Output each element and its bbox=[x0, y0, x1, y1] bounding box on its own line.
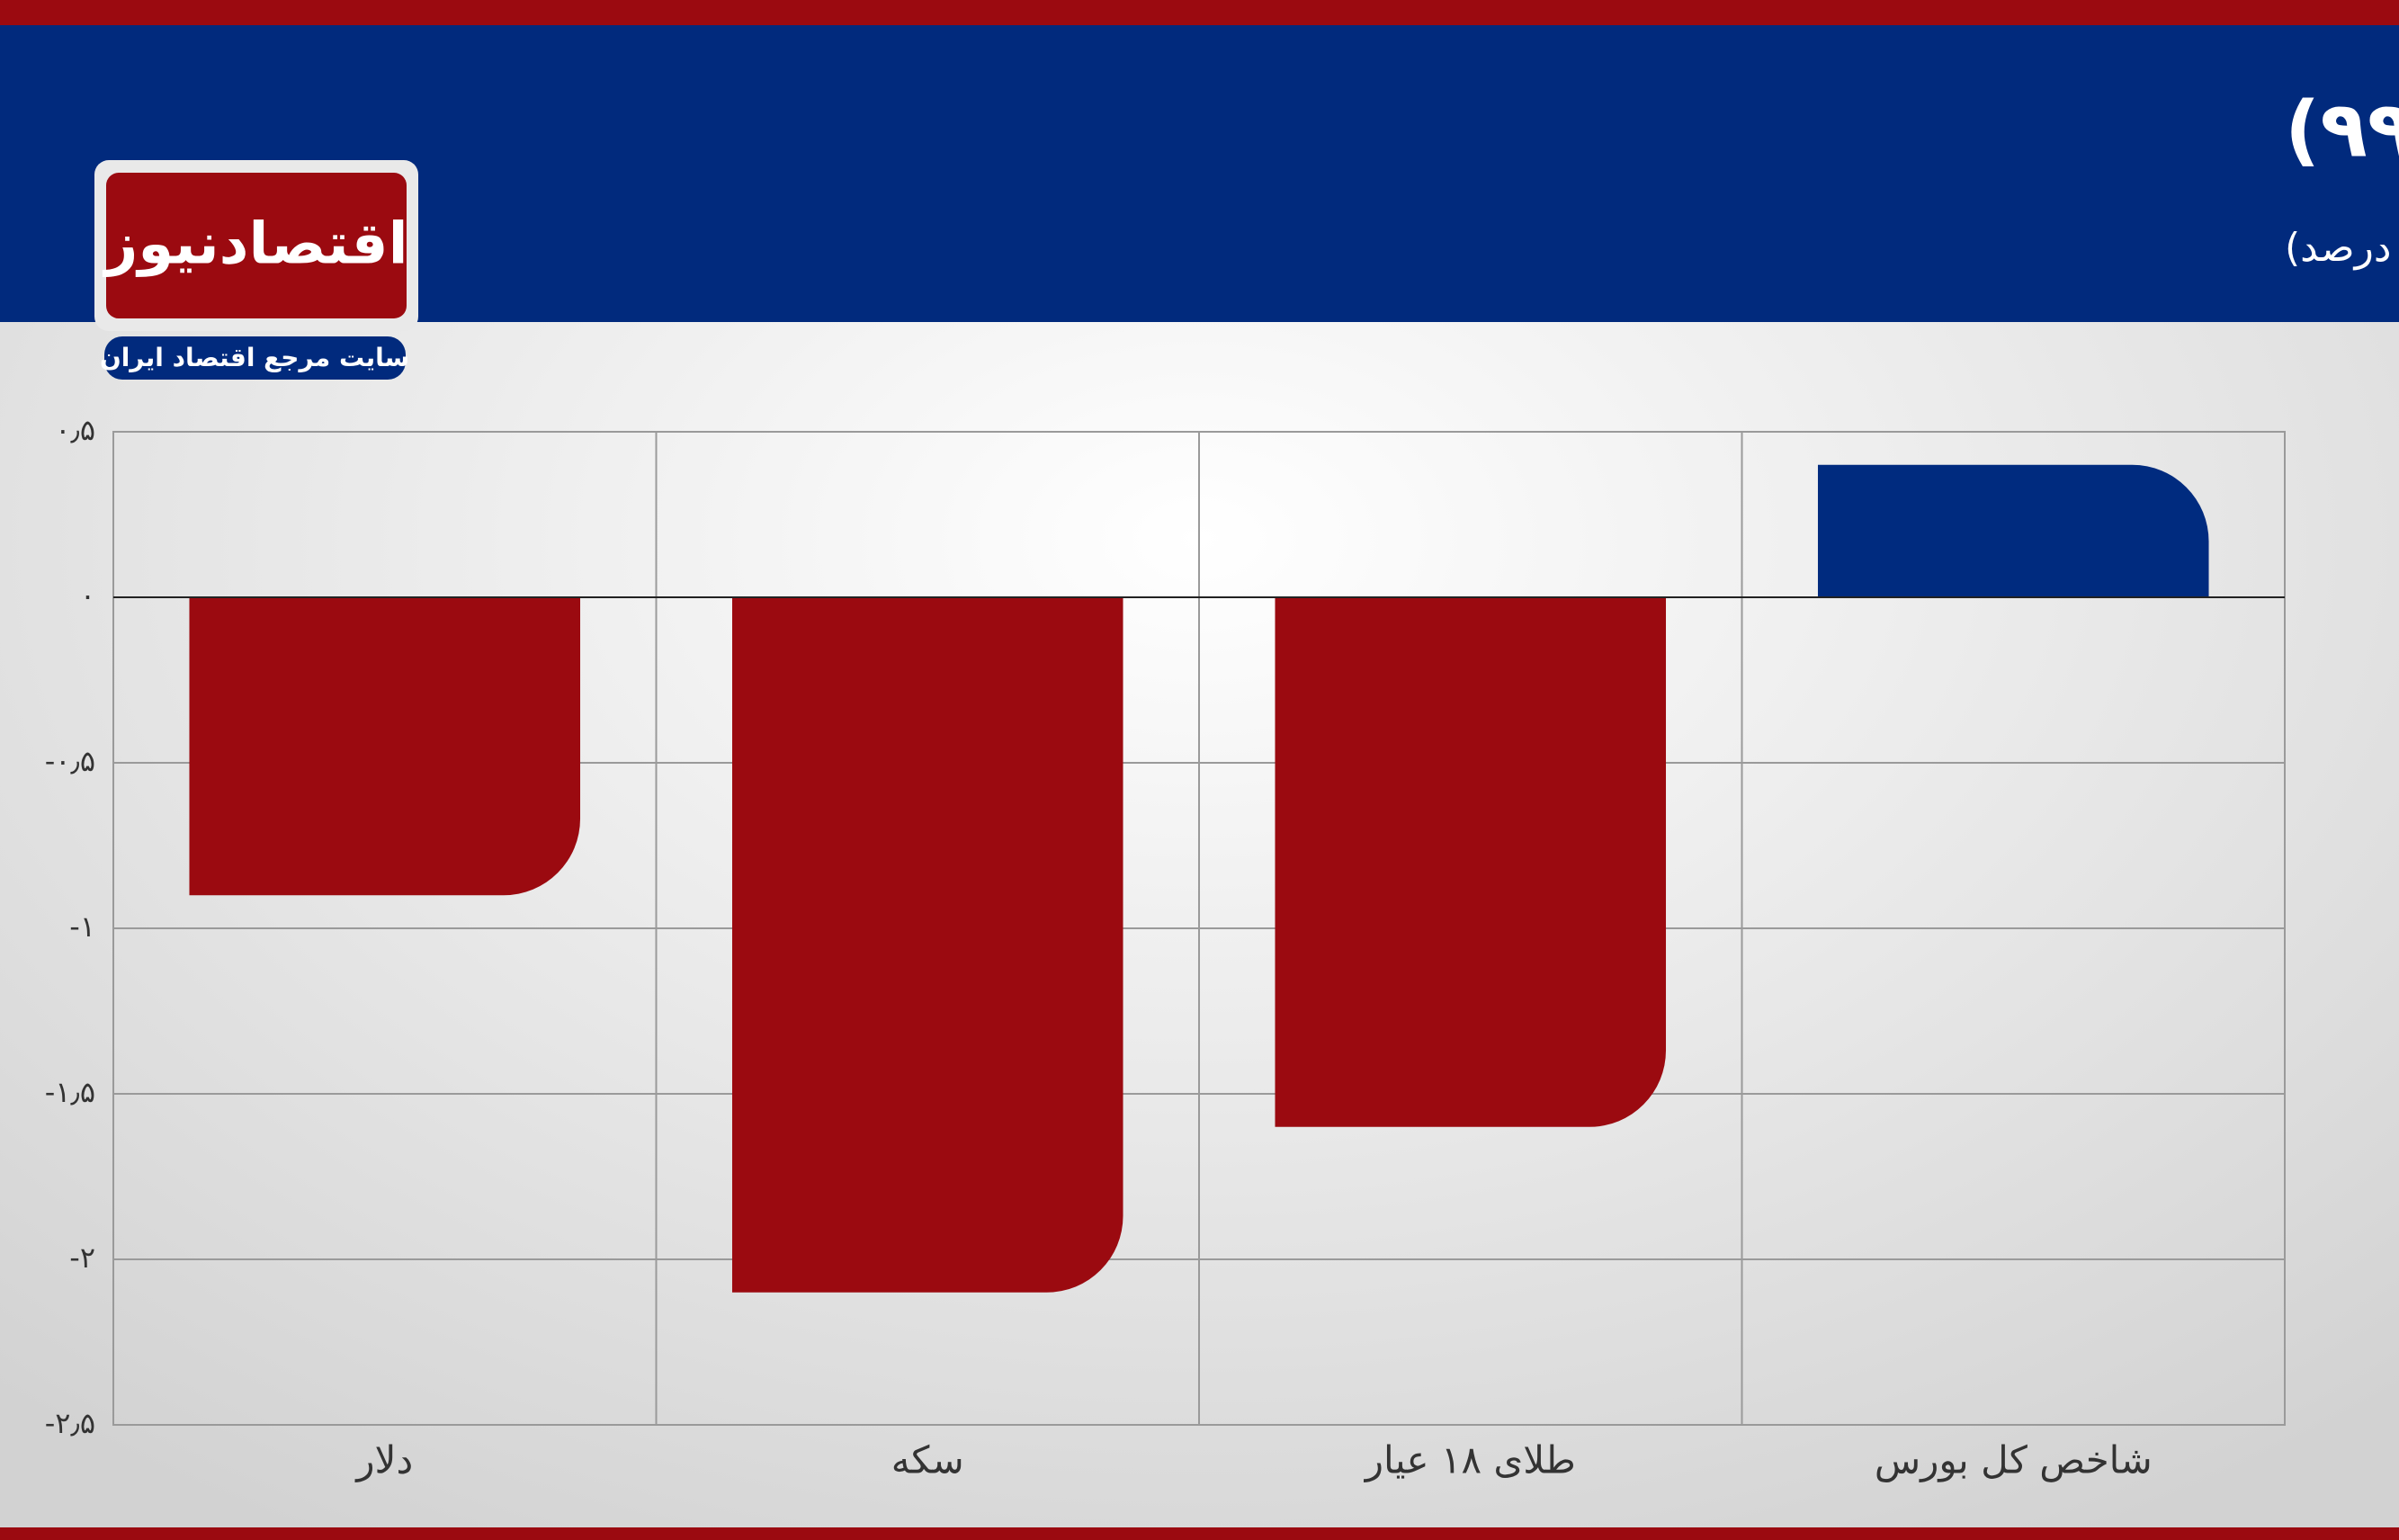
y-tick-label: -۰٫۵ bbox=[45, 744, 95, 778]
y-tick-label: -۱ bbox=[69, 909, 95, 944]
x-tick-label: طلای ۱۸ عیار bbox=[1364, 1438, 1576, 1482]
x-tick-label: دلار bbox=[354, 1438, 413, 1482]
chart-subtitle: (واحد: درصد) bbox=[2285, 225, 2399, 271]
logo-tagline: سایت مرجع اقتصاد ایران bbox=[100, 343, 409, 372]
bar bbox=[731, 597, 1123, 1293]
y-tick-label: -۱٫۵ bbox=[45, 1075, 95, 1109]
bar bbox=[1817, 464, 2209, 597]
logo-mark bbox=[106, 173, 407, 318]
logo-name: اقتصادنیوز bbox=[102, 211, 407, 278]
bottom-strip bbox=[0, 1527, 2399, 1540]
x-tick-label: شاخص کل بورس bbox=[1875, 1438, 2153, 1482]
y-tick-label: ۰ bbox=[80, 578, 95, 613]
y-tick-label: -۲ bbox=[69, 1240, 95, 1275]
bar bbox=[1275, 597, 1667, 1127]
chart-title: | بازدهی بازارها (سه‌شنبه ۱۲ اسفند ۹۹) bbox=[2285, 85, 2399, 175]
top-strip bbox=[0, 0, 2399, 25]
y-tick-label: -۲٫۵ bbox=[45, 1406, 95, 1440]
bar bbox=[189, 597, 581, 896]
x-tick-label: سکه bbox=[891, 1438, 964, 1482]
logo-tagline-pill bbox=[104, 336, 406, 380]
y-tick-label: ۰٫۵ bbox=[55, 413, 95, 447]
